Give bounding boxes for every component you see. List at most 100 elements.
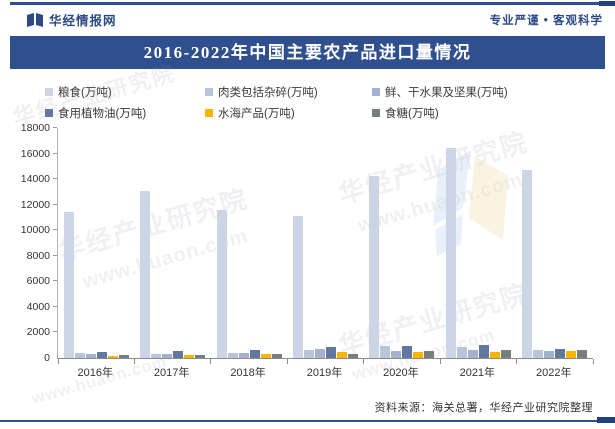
x-axis-label: 2017年 bbox=[153, 367, 190, 379]
bar bbox=[555, 349, 566, 358]
y-tick-label: 4000 bbox=[26, 300, 50, 313]
x-axis-label: 2020年 bbox=[383, 367, 419, 379]
y-tick-mark bbox=[53, 203, 57, 205]
legend-item: 食用植物油(万吨) bbox=[45, 105, 205, 121]
bottom-rule bbox=[0, 420, 615, 422]
bar bbox=[173, 350, 184, 358]
legend-item: 粮食(万吨) bbox=[45, 84, 205, 100]
bar bbox=[424, 351, 435, 358]
brand-logo-icon bbox=[27, 12, 43, 27]
bar bbox=[85, 354, 96, 358]
bar-group bbox=[211, 128, 287, 358]
bar-group bbox=[287, 128, 363, 358]
bars bbox=[58, 128, 593, 358]
legend-swatch bbox=[372, 109, 380, 117]
x-tick-mark bbox=[286, 359, 288, 364]
brand: 华经情报网 bbox=[27, 10, 117, 29]
legend-swatch bbox=[205, 88, 213, 96]
x-tick-mark bbox=[516, 359, 518, 364]
bar bbox=[195, 355, 206, 358]
legend-label: 食用植物油(万吨) bbox=[58, 108, 147, 120]
legend-label: 鲜、干水果及坚果(万吨) bbox=[385, 87, 508, 99]
bar bbox=[522, 170, 533, 358]
bar bbox=[292, 215, 303, 358]
bar bbox=[303, 350, 314, 358]
bar bbox=[336, 352, 347, 358]
bar bbox=[96, 351, 107, 358]
y-tick-mark bbox=[53, 254, 57, 256]
bar bbox=[478, 345, 489, 358]
bar bbox=[74, 353, 85, 358]
bar bbox=[260, 354, 271, 358]
bar bbox=[402, 345, 413, 358]
y-tick-label: 12000 bbox=[20, 198, 50, 211]
y-tick-label: 14000 bbox=[20, 173, 50, 186]
bar bbox=[184, 354, 195, 358]
legend-label: 肉类包括杂碎(万吨) bbox=[218, 87, 318, 99]
y-tick-label: 18000 bbox=[20, 122, 50, 134]
legend-swatch bbox=[45, 88, 53, 96]
y-tick-label: 8000 bbox=[26, 249, 50, 262]
x-tick-mark bbox=[363, 359, 365, 364]
legend-item: 鲜、干水果及坚果(万吨) bbox=[372, 84, 582, 100]
bar bbox=[216, 210, 227, 358]
bar bbox=[467, 349, 478, 358]
x-tick-mark bbox=[439, 359, 441, 364]
y-tick-mark bbox=[53, 127, 57, 128]
bar bbox=[314, 349, 325, 358]
y-tick-label: 10000 bbox=[20, 224, 50, 237]
bottom-rule-cap bbox=[597, 417, 615, 423]
x-axis-label: 2022年 bbox=[536, 367, 572, 379]
bar-group bbox=[364, 128, 440, 358]
legend: 粮食(万吨) 肉类包括杂碎(万吨) 鲜、干水果及坚果(万吨) 食用植物油(万吨) 水海产… bbox=[45, 84, 582, 121]
bar bbox=[391, 350, 402, 358]
bar bbox=[271, 354, 282, 358]
bar-group bbox=[440, 128, 516, 358]
legend-swatch bbox=[372, 88, 380, 96]
chart-title: 2016-2022年中国主要农产品进口量情况 bbox=[10, 36, 605, 69]
y-tick-mark bbox=[53, 305, 57, 307]
bar bbox=[445, 147, 456, 358]
y-tick-mark bbox=[53, 178, 57, 180]
bar bbox=[544, 351, 555, 358]
header-tagline: 专业严谨 • 客观科学 bbox=[489, 15, 603, 27]
bar bbox=[369, 175, 380, 358]
x-axis-label: 2018年 bbox=[230, 367, 266, 379]
source-note: 资料来源：海关总署，华经产业研究院整理 bbox=[374, 402, 593, 414]
bar bbox=[577, 350, 588, 358]
x-axis-label: 2016年 bbox=[77, 367, 113, 379]
legend-label: 食糖(万吨) bbox=[385, 108, 439, 120]
bar bbox=[162, 353, 173, 358]
watermark-site: www.huaon.com bbox=[30, 353, 170, 408]
legend-label: 水海产品(万吨) bbox=[218, 108, 295, 120]
bar bbox=[238, 352, 249, 358]
y-tick-label: 0 bbox=[44, 352, 50, 364]
bar bbox=[118, 354, 129, 358]
plot-area: 0 2000 4000 6000 8000 10000 12000 14000 16000 180… bbox=[21, 122, 594, 364]
x-tick-mark bbox=[592, 359, 594, 364]
x-axis-label: 2021年 bbox=[459, 367, 496, 379]
bar-group bbox=[58, 128, 134, 358]
y-tick-label: 6000 bbox=[26, 275, 50, 288]
bar bbox=[140, 191, 151, 358]
bar bbox=[107, 355, 118, 358]
top-rule bbox=[10, 2, 615, 5]
bar bbox=[325, 346, 336, 358]
bar bbox=[380, 345, 391, 358]
y-tick-label: 2000 bbox=[26, 326, 50, 339]
bar bbox=[63, 211, 74, 358]
legend-item: 食糖(万吨) bbox=[372, 105, 582, 121]
bar bbox=[151, 353, 162, 358]
x-tick-mark bbox=[57, 359, 59, 364]
bar bbox=[566, 351, 577, 358]
bar bbox=[227, 353, 238, 358]
bar bbox=[533, 349, 544, 358]
bar bbox=[249, 349, 260, 358]
bar bbox=[456, 346, 467, 358]
top-rule-cap bbox=[599, 1, 615, 6]
legend-swatch bbox=[45, 109, 53, 117]
legend-swatch bbox=[205, 109, 213, 117]
legend-item: 肉类包括杂碎(万吨) bbox=[205, 84, 372, 100]
bar bbox=[347, 353, 358, 358]
